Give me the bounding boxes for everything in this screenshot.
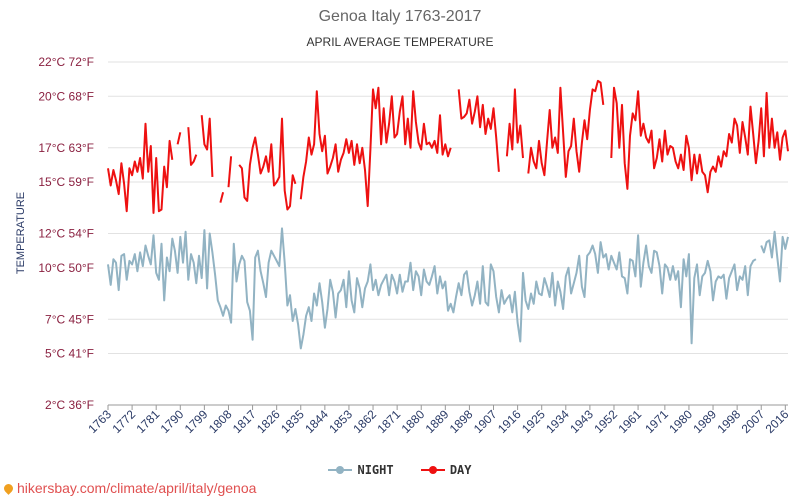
legend-label-night: NIGHT — [357, 463, 394, 477]
x-tick-label: 1943 — [567, 407, 596, 436]
x-tick-label: 1889 — [423, 407, 452, 436]
series-line-day[interactable] — [457, 89, 500, 172]
y-tick-label: 20°C 68°F — [38, 89, 94, 103]
x-tick-label: 1980 — [666, 407, 695, 436]
y-tick-label: 12°C 54°F — [38, 227, 94, 241]
x-tick-label: 2007 — [739, 407, 768, 436]
x-tick-label: 1817 — [230, 407, 259, 436]
legend-item-night[interactable]: NIGHT — [328, 463, 394, 477]
source-url: hikersbay.com/climate/april/italy/genoa — [17, 480, 257, 496]
series-line-night[interactable] — [760, 230, 789, 283]
series-line-night[interactable] — [107, 227, 757, 350]
series-line-day[interactable] — [238, 117, 297, 211]
x-tick-label: 1961 — [615, 407, 644, 436]
x-tick-label: 1971 — [642, 407, 671, 436]
y-tick-label: 2°C 36°F — [45, 398, 94, 412]
x-tick-label: 1916 — [495, 407, 524, 436]
x-tick-label: 1808 — [206, 407, 235, 436]
y-tick-label: 17°C 63°F — [38, 141, 94, 155]
chart-title: Genoa Italy 1763-2017 — [318, 8, 482, 25]
series-line-day[interactable] — [187, 127, 198, 166]
x-tick-label: 1772 — [109, 407, 138, 436]
y-tick-label: 7°C 45°F — [45, 312, 94, 326]
legend-item-day[interactable]: DAY — [420, 463, 472, 477]
series-lines — [107, 79, 789, 350]
grid-lines — [107, 61, 788, 410]
x-tick-label: 1898 — [447, 407, 476, 436]
series-line-day[interactable] — [107, 122, 174, 214]
location-pin-icon — [2, 482, 15, 495]
y-axis-label: TEMPERATURE — [15, 192, 27, 274]
y-tick-label: 22°C 72°F — [38, 55, 94, 69]
x-tick-label: 1826 — [254, 407, 283, 436]
legend: NIGHT DAY — [0, 463, 800, 479]
y-tick-label: 5°C 41°F — [45, 347, 94, 361]
x-tick-label: 2016 — [763, 407, 792, 436]
series-line-day[interactable] — [176, 132, 182, 145]
y-tick-label: 15°C 59°F — [38, 175, 94, 189]
x-tick-label: 1799 — [182, 407, 211, 436]
x-tick-label: 1952 — [591, 407, 620, 436]
x-tick-label: 1781 — [134, 407, 163, 436]
x-tick-label: 1862 — [350, 407, 379, 436]
x-tick-label: 1790 — [158, 407, 187, 436]
source-link[interactable]: hikersbay.com/climate/april/italy/genoa — [2, 480, 257, 496]
x-tick-label: 1880 — [399, 407, 428, 436]
series-line-day[interactable] — [505, 88, 524, 159]
chart-subtitle: APRIL AVERAGE TEMPERATURE — [306, 35, 494, 49]
x-tick-label: 1871 — [374, 407, 403, 436]
x-tick-label: 1989 — [690, 407, 719, 436]
night-line-marker-icon — [328, 464, 353, 476]
x-tick-label: 1934 — [543, 407, 572, 436]
x-tick-label: 1844 — [302, 407, 331, 436]
x-tick-label: 1998 — [714, 407, 743, 436]
series-line-day[interactable] — [200, 115, 214, 177]
x-tick-label: 1835 — [278, 407, 307, 436]
x-tick-label: 1853 — [326, 407, 355, 436]
series-line-day[interactable] — [219, 192, 225, 203]
series-line-day[interactable] — [610, 86, 789, 194]
series-line-day[interactable] — [527, 79, 605, 178]
day-line-marker-icon — [420, 464, 445, 476]
x-tick-label: 1925 — [519, 407, 548, 436]
y-tick-label: 10°C 50°F — [38, 261, 94, 275]
x-axis-tick-labels: 1763177217811790179918081817182618351844… — [85, 407, 791, 436]
series-line-day[interactable] — [299, 86, 452, 208]
legend-label-day: DAY — [449, 463, 472, 477]
series-line-day[interactable] — [227, 156, 233, 188]
y-axis-tick-labels: 2°C 36°F 5°C 41°F 7°C 45°F 10°C 50°F 12°C 54… — [38, 55, 94, 412]
x-tick-label: 1907 — [471, 407, 500, 436]
